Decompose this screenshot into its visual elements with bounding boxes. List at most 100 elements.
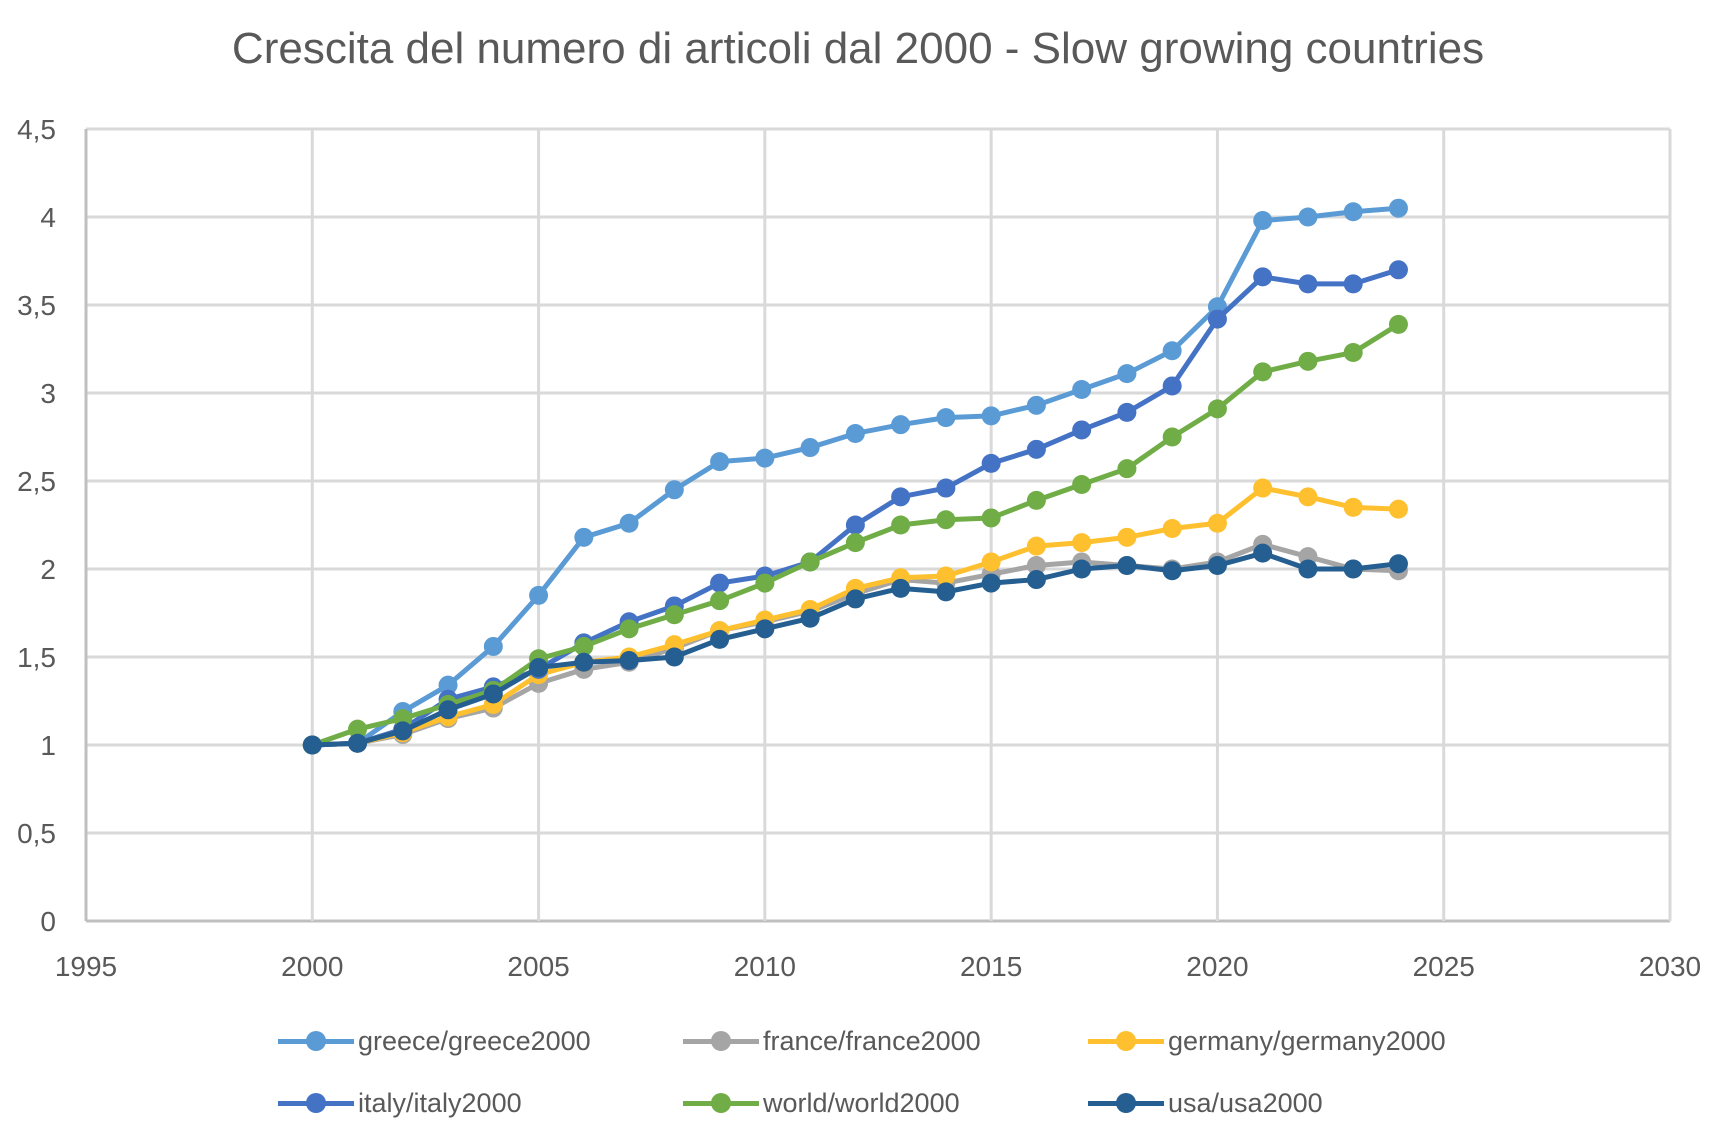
y-tick-label: 3,5 — [17, 290, 56, 321]
data-point — [981, 552, 1001, 572]
data-point — [619, 651, 639, 671]
data-point — [1026, 570, 1046, 590]
legend-item-italy[interactable]: italy/italy2000 — [278, 1088, 683, 1119]
data-point — [845, 515, 865, 535]
data-point — [1026, 536, 1046, 556]
data-point — [483, 636, 503, 656]
data-point — [936, 582, 956, 602]
series-world — [302, 314, 1408, 755]
data-point — [1298, 487, 1318, 507]
y-tick-label: 4 — [40, 202, 56, 233]
data-point — [1026, 555, 1046, 575]
legend-row-1: greece/greece2000 france/france2000 germ… — [278, 1010, 1518, 1072]
data-point — [981, 573, 1001, 593]
data-point — [981, 508, 1001, 528]
data-point — [574, 527, 594, 547]
chart-title: Crescita del numero di articoli dal 2000… — [231, 24, 1485, 73]
data-point — [1388, 554, 1408, 574]
x-tick-label: 2030 — [1639, 951, 1701, 982]
legend-item-germany[interactable]: germany/germany2000 — [1088, 1026, 1493, 1057]
legend-marker-icon — [278, 1093, 354, 1113]
data-point — [1343, 497, 1363, 517]
data-point — [1162, 519, 1182, 539]
data-point — [574, 636, 594, 656]
data-point — [845, 589, 865, 609]
data-point — [529, 585, 549, 605]
data-point — [1253, 543, 1273, 563]
data-point — [664, 480, 684, 500]
data-point — [710, 629, 730, 649]
data-point — [1162, 341, 1182, 361]
legend-item-france[interactable]: france/france2000 — [683, 1026, 1088, 1057]
data-point — [891, 578, 911, 598]
data-point — [1343, 343, 1363, 363]
data-point — [1026, 490, 1046, 510]
data-point — [710, 452, 730, 472]
data-point — [755, 619, 775, 639]
data-point — [845, 423, 865, 443]
data-point — [529, 658, 549, 678]
x-tick-label: 2020 — [1186, 951, 1248, 982]
data-point — [1117, 402, 1137, 422]
data-point — [1253, 267, 1273, 287]
data-point — [574, 652, 594, 672]
data-point — [302, 735, 322, 755]
data-point — [1162, 561, 1182, 581]
data-point — [438, 700, 458, 720]
data-point — [1072, 533, 1092, 553]
data-point — [619, 513, 639, 533]
legend-label: germany/germany2000 — [1168, 1025, 1446, 1056]
x-tick-label: 1995 — [55, 951, 117, 982]
y-tick-label: 1 — [40, 730, 56, 761]
line-chart: 0 0,5 1 1,5 2 2,5 3 3,5 4 4,5 1995 2000 2005 2010 2015… — [17, 114, 1701, 982]
data-point — [800, 552, 820, 572]
data-point — [483, 684, 503, 704]
data-point — [1253, 478, 1273, 498]
data-point — [393, 721, 413, 741]
axes: 0 0,5 1 1,5 2 2,5 3 3,5 4 4,5 1995 2000 2005 2010 2015… — [17, 114, 1701, 982]
data-point — [710, 591, 730, 611]
data-point — [981, 406, 1001, 426]
legend-marker-icon — [683, 1093, 759, 1113]
data-point — [664, 647, 684, 667]
data-point — [981, 453, 1001, 473]
legend-marker-icon — [683, 1031, 759, 1051]
x-tick-label: 2025 — [1413, 951, 1475, 982]
data-point — [664, 605, 684, 625]
legend-row-2: italy/italy2000 world/world2000 usa/usa2… — [278, 1072, 1518, 1134]
data-point — [619, 619, 639, 639]
data-point — [1072, 379, 1092, 399]
data-point — [1388, 198, 1408, 218]
data-point — [891, 515, 911, 535]
data-point — [1388, 314, 1408, 334]
series-line — [312, 205, 1399, 748]
data-point — [1298, 274, 1318, 294]
legend-label: france/france2000 — [763, 1025, 981, 1056]
data-point — [1388, 260, 1408, 280]
legend-item-usa[interactable]: usa/usa2000 — [1088, 1088, 1493, 1119]
data-point — [1117, 364, 1137, 384]
legend-item-greece[interactable]: greece/greece2000 — [278, 1026, 683, 1057]
y-tick-label: 3 — [40, 378, 56, 409]
legend-item-world[interactable]: world/world2000 — [683, 1088, 1088, 1119]
series-lines — [302, 198, 1408, 755]
data-point — [1026, 439, 1046, 459]
legend-label: italy/italy2000 — [358, 1087, 522, 1118]
data-point — [1207, 399, 1227, 419]
data-point — [800, 438, 820, 458]
data-point — [1162, 376, 1182, 396]
series-usa — [302, 543, 1408, 755]
data-point — [1298, 559, 1318, 579]
data-point — [1072, 559, 1092, 579]
legend: greece/greece2000 france/france2000 germ… — [278, 1010, 1518, 1134]
data-point — [1117, 555, 1137, 575]
data-point — [1388, 499, 1408, 519]
y-tick-label: 4,5 — [17, 114, 56, 145]
legend-label: world/world2000 — [763, 1087, 960, 1118]
data-point — [800, 608, 820, 628]
data-point — [936, 478, 956, 498]
data-point — [1253, 211, 1273, 231]
data-point — [438, 675, 458, 695]
data-point — [348, 719, 368, 739]
y-tick-label: 1,5 — [17, 642, 56, 673]
